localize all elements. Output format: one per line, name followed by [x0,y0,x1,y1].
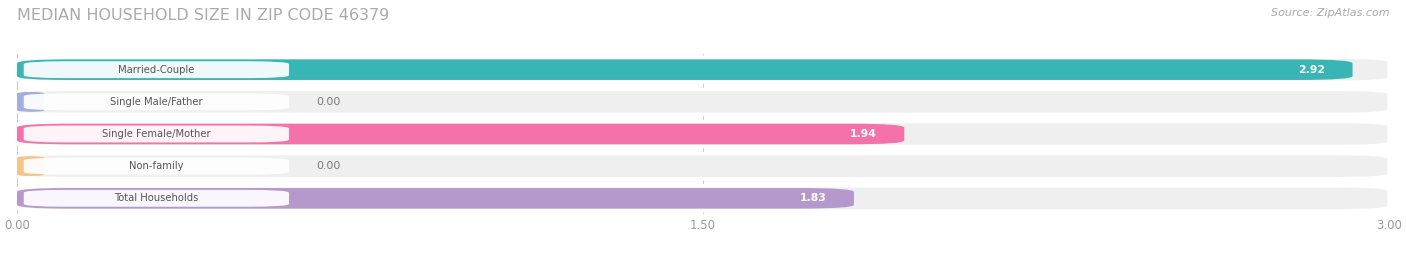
FancyBboxPatch shape [17,188,853,209]
Text: 1.94: 1.94 [851,129,877,139]
FancyBboxPatch shape [17,154,1389,179]
FancyBboxPatch shape [24,158,290,174]
FancyBboxPatch shape [24,126,290,142]
Text: 1.83: 1.83 [800,193,827,203]
Text: Source: ZipAtlas.com: Source: ZipAtlas.com [1271,8,1389,18]
FancyBboxPatch shape [17,59,1353,80]
FancyBboxPatch shape [17,92,45,112]
FancyBboxPatch shape [17,124,904,144]
FancyBboxPatch shape [24,61,290,78]
Text: Total Households: Total Households [114,193,198,203]
FancyBboxPatch shape [17,89,1389,114]
Text: 0.00: 0.00 [316,161,340,171]
Text: Single Male/Father: Single Male/Father [110,97,202,107]
Text: 2.92: 2.92 [1298,65,1324,75]
FancyBboxPatch shape [24,190,290,207]
FancyBboxPatch shape [17,186,1389,211]
FancyBboxPatch shape [24,94,290,110]
Text: Single Female/Mother: Single Female/Mother [103,129,211,139]
Text: Non-family: Non-family [129,161,184,171]
FancyBboxPatch shape [17,57,1389,82]
Text: Married-Couple: Married-Couple [118,65,194,75]
Text: MEDIAN HOUSEHOLD SIZE IN ZIP CODE 46379: MEDIAN HOUSEHOLD SIZE IN ZIP CODE 46379 [17,8,389,23]
FancyBboxPatch shape [17,156,45,176]
FancyBboxPatch shape [17,121,1389,147]
Text: 0.00: 0.00 [316,97,340,107]
